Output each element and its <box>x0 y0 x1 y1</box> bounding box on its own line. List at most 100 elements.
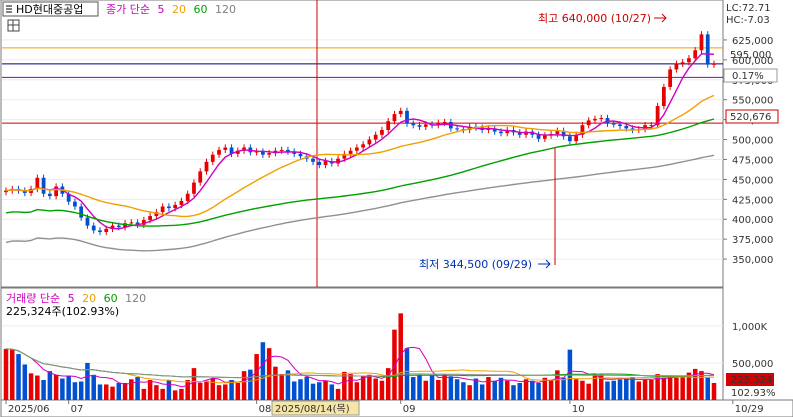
volume-bar[interactable] <box>285 370 291 400</box>
volume-bar[interactable] <box>436 380 441 400</box>
volume-bar[interactable] <box>598 374 604 400</box>
volume-bar[interactable] <box>473 378 479 400</box>
volume-bar[interactable] <box>611 380 617 400</box>
candle[interactable] <box>542 132 547 142</box>
volume-bar[interactable] <box>248 369 253 400</box>
volume-bar[interactable] <box>72 382 78 400</box>
volume-bar[interactable] <box>197 382 203 400</box>
candle[interactable] <box>123 220 127 231</box>
candle[interactable] <box>536 131 541 142</box>
volume-bar[interactable] <box>223 384 228 400</box>
volume-bar[interactable] <box>179 388 184 400</box>
volume-bar[interactable] <box>705 377 710 400</box>
volume-bar[interactable] <box>135 377 140 400</box>
volume-bar[interactable] <box>210 378 216 400</box>
candle[interactable] <box>674 60 679 73</box>
candle[interactable] <box>492 125 497 135</box>
volume-bar[interactable] <box>642 380 648 400</box>
candle[interactable] <box>373 131 378 143</box>
candle[interactable] <box>185 190 190 205</box>
candle[interactable] <box>599 114 604 123</box>
volume-bar[interactable] <box>586 383 591 400</box>
volume-bar[interactable] <box>348 374 353 400</box>
volume-bar[interactable] <box>147 380 153 400</box>
volume-bar[interactable] <box>279 374 284 400</box>
candle[interactable] <box>555 127 560 138</box>
candle[interactable] <box>687 55 691 66</box>
volume-bar[interactable] <box>129 379 134 400</box>
volume-bar[interactable] <box>16 354 21 400</box>
volume-bar[interactable] <box>317 382 322 400</box>
volume-bar[interactable] <box>103 384 109 400</box>
volume-bar[interactable] <box>273 366 278 400</box>
candle[interactable] <box>661 83 666 110</box>
volume-bar[interactable] <box>166 380 172 400</box>
volume-bar[interactable] <box>85 362 90 400</box>
volume-bar[interactable] <box>28 373 34 400</box>
volume-bar[interactable] <box>686 372 692 400</box>
volume-bar[interactable] <box>298 379 303 400</box>
candle[interactable] <box>693 47 698 62</box>
volume-bar[interactable] <box>235 382 241 400</box>
volume-bar[interactable] <box>398 313 403 400</box>
volume-bar[interactable] <box>97 384 103 400</box>
volume-bar[interactable] <box>649 380 654 400</box>
candle[interactable] <box>398 107 403 118</box>
candle[interactable] <box>292 148 297 158</box>
candle[interactable] <box>54 183 59 200</box>
candle[interactable] <box>574 131 579 145</box>
volume-bar[interactable] <box>573 379 579 400</box>
candle[interactable] <box>317 158 322 169</box>
volume-bar[interactable] <box>379 380 385 400</box>
candle[interactable] <box>524 128 528 138</box>
candle[interactable] <box>242 144 246 154</box>
volume-bar[interactable] <box>592 375 598 400</box>
volume-bar[interactable] <box>354 382 360 400</box>
volume-bar[interactable] <box>498 377 504 400</box>
volume-bar[interactable] <box>692 368 698 400</box>
volume-bar[interactable] <box>655 374 660 400</box>
candle[interactable] <box>712 60 716 68</box>
candle[interactable] <box>110 222 115 232</box>
volume-bar[interactable] <box>479 384 485 400</box>
candle[interactable] <box>167 203 171 212</box>
volume-bar[interactable] <box>561 377 566 400</box>
candle[interactable] <box>417 122 422 130</box>
volume-bar[interactable] <box>47 371 53 400</box>
volume-bar[interactable] <box>448 376 454 400</box>
candle[interactable] <box>505 126 510 137</box>
volume-bar[interactable] <box>661 377 667 400</box>
volume-bar[interactable] <box>141 388 147 400</box>
candle[interactable] <box>35 174 40 193</box>
volume-bar[interactable] <box>711 382 717 400</box>
candle[interactable] <box>593 115 597 124</box>
candle[interactable] <box>392 110 397 125</box>
volume-bar[interactable] <box>429 375 435 400</box>
candle[interactable] <box>705 31 710 68</box>
candle[interactable] <box>655 102 660 129</box>
candle[interactable] <box>210 151 215 166</box>
volume-bar[interactable] <box>373 378 378 400</box>
volume-bar[interactable] <box>511 385 516 400</box>
candle[interactable] <box>229 144 234 158</box>
candle[interactable] <box>261 148 265 158</box>
volume-bar[interactable] <box>624 378 629 400</box>
candle[interactable] <box>323 157 328 169</box>
candle[interactable] <box>223 144 228 154</box>
volume-bar[interactable] <box>216 385 222 400</box>
volume-bar[interactable] <box>229 380 234 400</box>
candle[interactable] <box>41 174 46 197</box>
volume-bar[interactable] <box>674 377 679 400</box>
candle[interactable] <box>561 127 566 140</box>
expand-icon[interactable] <box>6 5 12 13</box>
volume-bar[interactable] <box>204 380 209 400</box>
volume-bar[interactable] <box>154 385 159 400</box>
volume-bar[interactable] <box>667 376 673 400</box>
candle[interactable] <box>367 136 372 148</box>
volume-bar[interactable] <box>122 382 128 400</box>
volume-bar[interactable] <box>78 381 84 400</box>
volume-bar[interactable] <box>66 375 71 400</box>
candle[interactable] <box>436 119 441 129</box>
candle[interactable] <box>380 126 384 138</box>
